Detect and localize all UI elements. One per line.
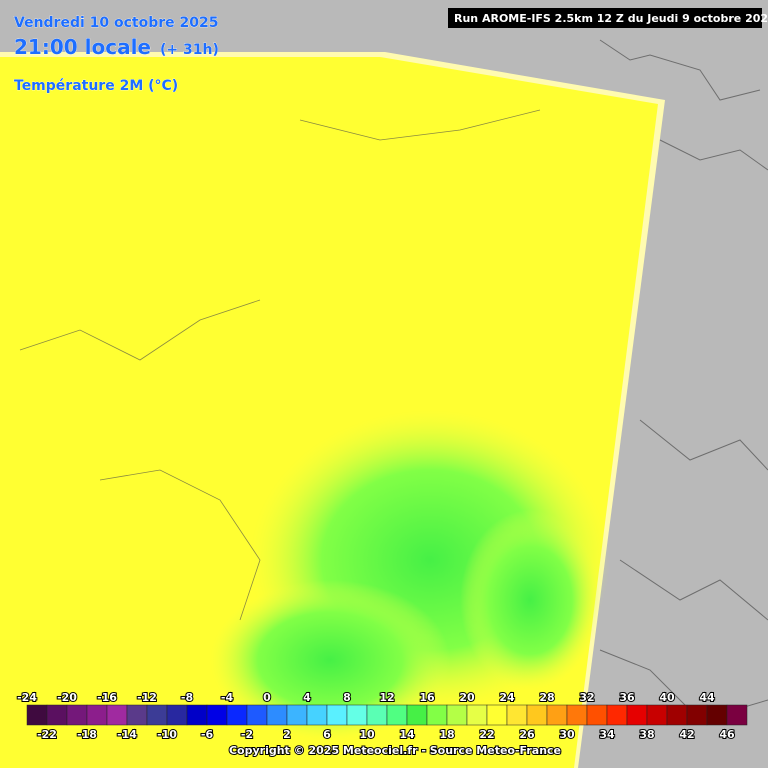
colorbar-label: 24 [499,691,515,704]
colorbar-cell [326,704,348,726]
colorbar-label: 26 [519,728,535,741]
colorbar-cell [346,704,368,726]
colorbar-cell [126,704,148,726]
colorbar: -24 -20 -16 -12 -8 -4 0 4 8 12 16 20 24 28 32 36 40 44-22… [16,690,748,742]
colorbar-label: 6 [323,728,331,741]
colorbar-label: 42 [679,728,694,741]
colorbar-cell [566,704,588,726]
colorbar-label: -6 [201,728,214,741]
colorbar-label: 34 [599,728,615,741]
colorbar-cell [146,704,168,726]
colorbar-cell [46,704,68,726]
colorbar-cell [526,704,548,726]
colorbar-label: 44 [699,691,715,704]
colorbar-label: 38 [639,728,654,741]
colorbar-label: 8 [343,691,351,704]
colorbar-label: 10 [359,728,375,741]
colorbar-cell [666,704,688,726]
colorbar-cell [386,704,408,726]
coastlines [19,109,541,621]
colorbar-cell [446,704,468,726]
colorbar-label: 4 [303,691,311,704]
colorbar-cell [186,704,208,726]
colorbar-cell [506,704,528,726]
colorbar-label: 36 [619,691,635,704]
colorbar-label: -12 [137,691,157,704]
colorbar-label: 20 [459,691,475,704]
colorbar-label: 30 [559,728,575,741]
colorbar-label: -14 [117,728,137,741]
colorbar-label: -16 [97,691,117,704]
colorbar-cell [166,704,188,726]
colorbar-label: -8 [181,691,193,704]
cool-zone [210,580,450,740]
variable: Température 2M (°C) [14,78,178,94]
colorbar-cell [606,704,628,726]
lead-time: (+ 31h) [160,42,219,58]
colorbar-cell [426,704,448,726]
colorbar-cell [706,704,728,726]
colorbar-cell [586,704,608,726]
colorbar-label: 14 [399,728,415,741]
colorbar-label: 12 [379,691,394,704]
date-line: Vendredi 10 octobre 2025 [14,15,219,31]
colorbar-label: 2 [283,728,291,741]
colorbar-label: -24 [17,691,37,704]
colorbar-cell [286,704,308,726]
colorbar-label: 18 [439,728,454,741]
colorbar-cell [626,704,648,726]
colorbar-label: 32 [579,691,594,704]
colorbar-cell [106,704,128,726]
colorbar-cell [26,704,48,726]
colorbar-cell [226,704,248,726]
colorbar-cell [726,704,748,726]
colorbar-label: 16 [419,691,435,704]
colorbar-cell [306,704,328,726]
run-info: Run AROME-IFS 2.5km 12 Z du Jeudi 9 octo… [454,12,768,25]
colorbar-label: 40 [659,691,675,704]
colorbar-label: -18 [77,728,97,741]
colorbar-cell [486,704,508,726]
colorbar-label: -22 [37,728,57,741]
colorbar-label: 0 [263,691,271,704]
colorbar-cell [66,704,88,726]
copyright: Copyright © 2025 Meteociel.fr - Source M… [229,744,561,757]
colorbar-label: -20 [57,691,77,704]
colorbar-cell [206,704,228,726]
colorbar-label: -10 [157,728,177,741]
colorbar-cell [406,704,428,726]
colorbar-cell [646,704,668,726]
cool-zone [460,510,600,690]
colorbar-cell [546,704,568,726]
colorbar-cell [466,704,488,726]
colorbar-cell [86,704,108,726]
colorbar-cell [686,704,708,726]
run-info-box [448,8,762,28]
colorbar-label: -4 [221,691,234,704]
colorbar-label: 46 [719,728,735,741]
colorbar-label: 28 [539,691,554,704]
time-line: 21:00 locale [14,35,151,59]
colorbar-label: -2 [241,728,253,741]
colorbar-cell [246,704,268,726]
colorbar-cell [366,704,388,726]
colorbar-cell [266,704,288,726]
colorbar-label: 22 [479,728,494,741]
